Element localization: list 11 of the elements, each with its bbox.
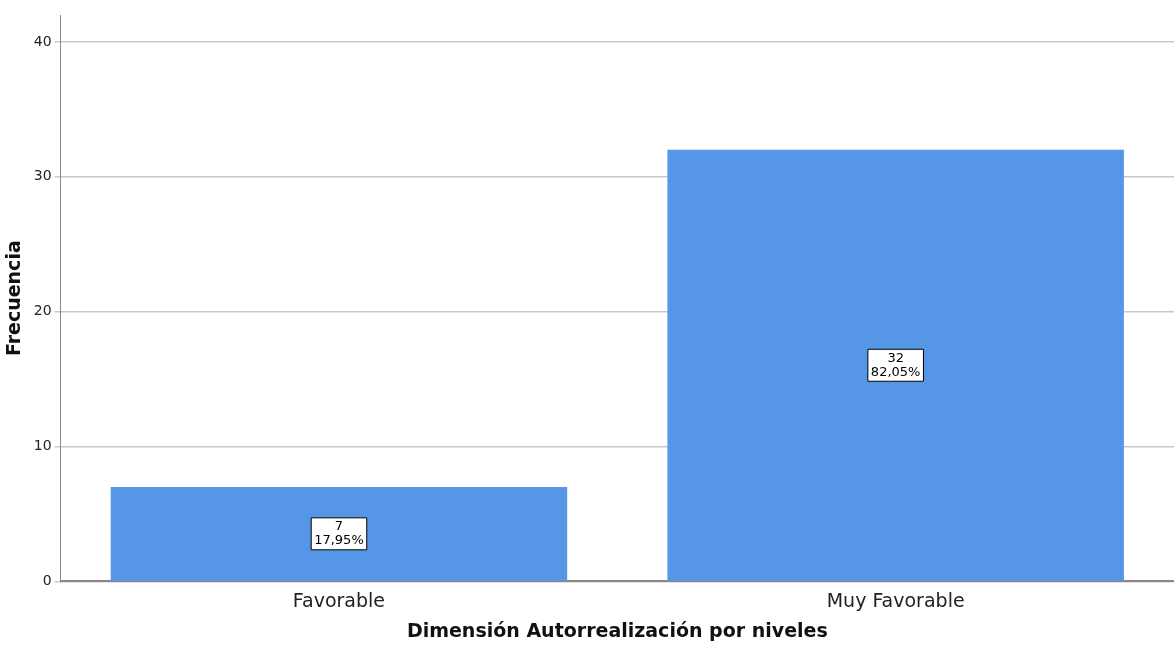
y-tick-label: 30 [33,167,52,184]
y-axis-title: Frecuencia [2,240,25,357]
y-tick-label: 10 [33,437,52,454]
x-axis-title: Dimensión Autorrealización por niveles [406,618,828,641]
x-tick-label: Favorable [292,588,386,611]
data-label: 32 82,05% [870,349,921,379]
x-tick-label: Muy Favorable [826,588,965,611]
data-label: 7 17,95% [314,518,364,548]
y-tick-label: 40 [33,32,52,49]
y-tick-label: 0 [42,572,52,589]
y-tick-label: 20 [33,302,52,319]
